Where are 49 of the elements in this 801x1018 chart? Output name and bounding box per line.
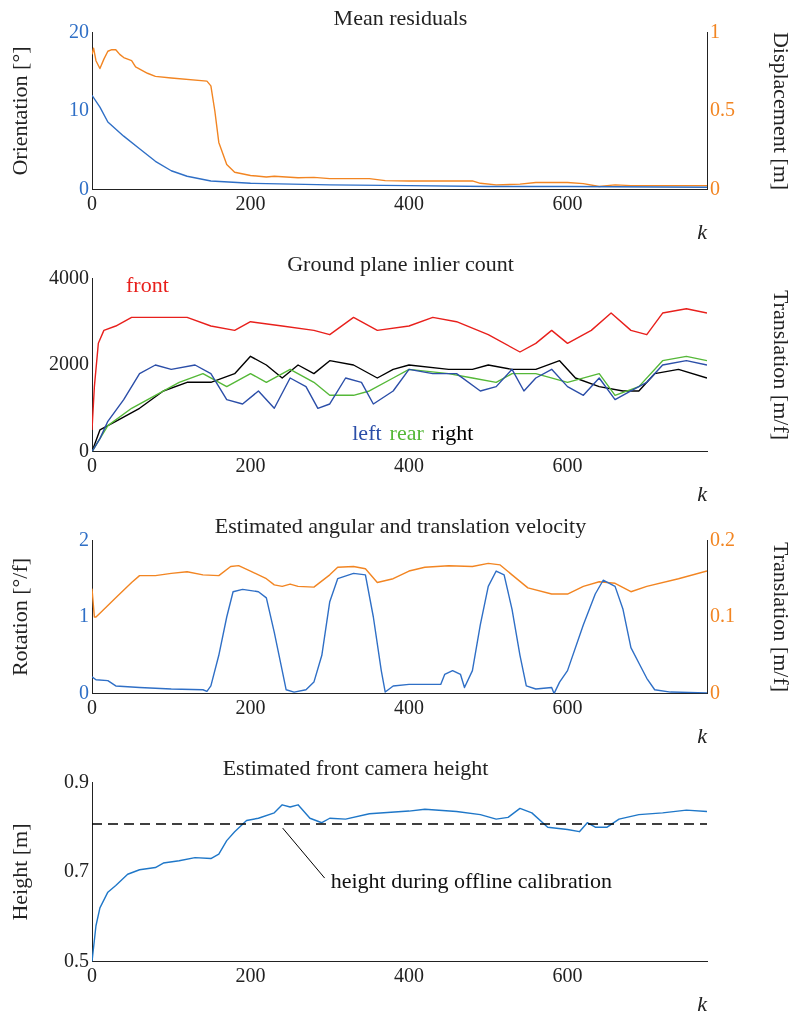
y-axis-title: Orientation [°] [6, 46, 32, 176]
y2-axis-title: Translation [m/f] [769, 541, 795, 693]
y-tick-label: 0 [79, 438, 89, 461]
chart-title: Estimated angular and translation velocity [214, 512, 587, 538]
y-tick-label: 2 [79, 527, 89, 550]
y2-tick-label: 1 [710, 19, 720, 42]
x-tick-label: 200 [235, 453, 266, 476]
x-axis-title: k [697, 218, 709, 244]
x-tick-label: 600 [552, 453, 583, 476]
y-tick-label: 0.7 [64, 859, 89, 882]
x-tick-label: 400 [394, 453, 425, 476]
ref-line-label: height during offline calibration [330, 867, 612, 893]
x-tick-label: 400 [394, 963, 425, 986]
chart-title: Ground plane inlier count [287, 250, 514, 276]
x-tick-label: 600 [552, 191, 583, 214]
y-tick-label: 20 [69, 19, 89, 42]
x-tick-label: 200 [235, 191, 266, 214]
y-tick-label: 4000 [49, 265, 89, 288]
y-tick-label: 2000 [49, 352, 89, 375]
y2-tick-label: 0.2 [710, 527, 735, 550]
x-tick-label: 200 [235, 695, 266, 718]
series-label: left [352, 419, 382, 445]
y-tick-label: 0.5 [64, 948, 89, 971]
chart-title: Estimated front camera height [222, 754, 489, 780]
y-tick-label: 0 [79, 176, 89, 199]
y2-tick-label: 0 [710, 176, 720, 199]
x-axis-title: k [697, 480, 709, 506]
x-axis-title: k [697, 990, 709, 1016]
y-tick-label: 0 [79, 680, 89, 703]
text: right [431, 419, 474, 445]
y-axis-title: Height [m] [6, 823, 32, 921]
y-tick-label: 10 [69, 98, 89, 121]
x-tick-label: 600 [552, 695, 583, 718]
x-axis-title: k [697, 722, 709, 748]
x-tick-label: 200 [235, 963, 266, 986]
y2-tick-label: 0 [710, 680, 720, 703]
y2-axis-title: Translation [m/f] [769, 289, 795, 441]
y-tick-label: 0.9 [64, 769, 89, 792]
chart-title: Mean residuals [333, 4, 468, 30]
x-tick-label: 400 [394, 191, 425, 214]
x-tick-label: 400 [394, 695, 425, 718]
y2-tick-label: 0.5 [710, 98, 735, 121]
y-axis-title: Rotation [°/f] [6, 557, 32, 677]
series-label: front [126, 272, 169, 298]
series-label: rear [389, 419, 425, 445]
y-tick-label: 1 [79, 604, 89, 627]
y2-axis-title: Displacement [m] [769, 31, 795, 191]
y2-tick-label: 0.1 [710, 604, 735, 627]
x-tick-label: 600 [552, 963, 583, 986]
